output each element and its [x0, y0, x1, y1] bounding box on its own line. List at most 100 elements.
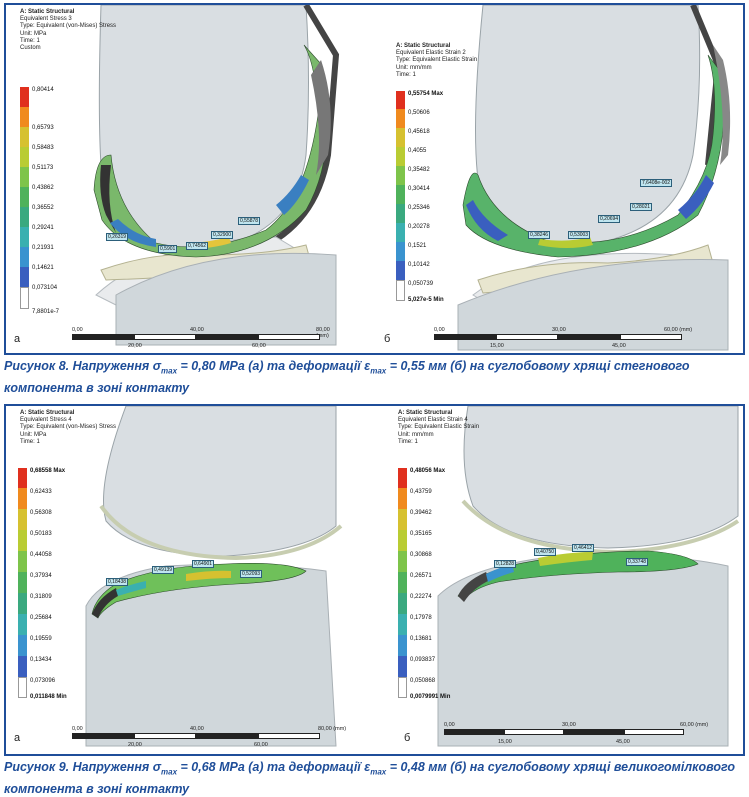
figure-9-caption: Рисунок 9. Напруження σmax = 0,68 МРа (а… — [4, 759, 745, 797]
value-callout: 0,5901 — [158, 245, 178, 253]
value-callout: 0,20694 — [598, 215, 621, 223]
legend-label: 0,56308 — [30, 510, 52, 516]
scale-tick: 0,00 — [434, 327, 445, 333]
panel-9a: A: Static Structural Equivalent Stress 4… — [6, 406, 374, 754]
legend-label: 0,050868 — [410, 678, 436, 684]
caption-subscript: max — [161, 767, 178, 777]
color-legend: 0,68558 Max 0,62433 0,56308 0,50183 0,44… — [18, 468, 78, 700]
info-line: Unit: MPa — [20, 431, 47, 438]
info-line: Type: Equivalent Elastic Strain — [396, 57, 478, 64]
info-block: A: Static Structural Equivalent Elastic … — [398, 410, 479, 446]
legend-label: 0,35482 — [408, 167, 430, 173]
legend-label: 0,37934 — [30, 573, 52, 579]
panel-letter: а — [14, 333, 21, 345]
scale-tick: 60,00 (mm) — [680, 722, 709, 728]
scale-tick: 0,00 — [444, 722, 455, 728]
legend-label: 0,30868 — [410, 552, 432, 558]
info-line: A: Static Structural — [398, 410, 453, 416]
scale-tick: 15,00 — [490, 343, 504, 349]
info-line: Unit: MPa — [20, 30, 47, 37]
legend-label: 0,51173 — [32, 165, 54, 171]
info-line: Time: 1 — [398, 438, 418, 445]
legend-label: 0,10142 — [408, 262, 430, 268]
legend-label: 5,027e-5 Min — [408, 297, 444, 303]
legend-label: 0,13681 — [410, 636, 432, 642]
legend-label: 0,093837 — [410, 657, 436, 663]
legend-label: 0,31809 — [30, 594, 52, 600]
info-line: A: Static Structural — [396, 43, 451, 49]
scale-tick: 45,00 — [616, 739, 630, 745]
legend-label: 0,050739 — [408, 281, 434, 287]
color-legend: 0,48056 Max 0,43759 0,39462 0,35165 0,30… — [398, 468, 458, 700]
value-callout: 0,52093 — [240, 570, 263, 578]
panel-8b: A: Static Structural Equivalent Elastic … — [378, 5, 746, 353]
legend-label: 0,58483 — [32, 145, 54, 151]
value-callout: 0,18438 — [106, 578, 129, 586]
legend-label: 0,62433 — [30, 489, 52, 495]
value-callout: 0,64901 — [192, 560, 215, 568]
legend-label: 0,25684 — [30, 615, 52, 621]
info-block: A: Static Structural Equivalent Stress 4… — [20, 410, 116, 446]
value-callout: 0,49139 — [152, 566, 175, 574]
scale-tick: 20,00 — [128, 742, 142, 748]
legend-label: 0,43862 — [32, 185, 54, 191]
info-line: Equivalent Stress 3 — [20, 16, 72, 23]
legend-label: 0,14621 — [32, 265, 54, 271]
legend-label: 0,65793 — [32, 125, 54, 131]
info-line: Equivalent Elastic Strain 4 — [398, 417, 468, 424]
caption-text: = 0,80 МРа (а) та деформації ε — [177, 359, 371, 373]
scale-tick: 60,00 (mm) — [664, 327, 693, 333]
color-legend: 0,80414 0,65793 0,58483 0,51173 0,43862 … — [20, 87, 80, 319]
legend-label: 0,45618 — [408, 129, 430, 135]
legend-label: 0,80414 — [32, 87, 54, 93]
legend-label: 0,26571 — [410, 573, 432, 579]
legend-label: 0,4055 — [408, 148, 427, 154]
value-callout: 0,40750 — [534, 548, 557, 556]
scale-tick: 60,00 — [254, 742, 268, 748]
value-callout: 0,32900 — [211, 231, 234, 239]
panel-letter: б — [384, 333, 391, 345]
caption-subscript: max — [370, 366, 387, 376]
value-callout: 0,46412 — [572, 544, 595, 552]
info-line: Type: Equivalent (von-Mises) Stress — [20, 23, 117, 30]
figure-8: A: Static Structural Equivalent Stress 3… — [4, 3, 745, 355]
value-callout: 0,33748 — [626, 558, 649, 566]
info-line: A: Static Structural — [20, 9, 75, 15]
scale-tick: 0,00 — [72, 327, 83, 333]
info-line: Time: 1 — [20, 37, 40, 44]
info-line: Custom — [20, 45, 41, 52]
info-line: Time: 1 — [20, 438, 40, 445]
value-callout: 0,12828 — [494, 560, 517, 568]
caption-text: Рисунок 8. Напруження σ — [4, 359, 162, 373]
color-legend: 0,55754 Max 0,50606 0,45618 0,4055 0,354… — [396, 91, 456, 305]
legend-label: 0,19559 — [30, 636, 52, 642]
caption-text: = 0,55 мм (б) на суглобовому хрящі стегн… — [4, 359, 690, 395]
scale-tick: 0,00 — [72, 726, 83, 732]
legend-label: 0,0079991 Min — [410, 694, 451, 700]
legend-label: 0,43759 — [410, 489, 432, 495]
legend-label: 0,35165 — [410, 531, 432, 537]
scale-tick: 80,00 (mm) — [318, 726, 347, 732]
scale-tick: 45,00 — [612, 343, 626, 349]
scale-bar: 0,00 30,00 60,00 (mm) 15,00 45,00 — [434, 327, 714, 351]
legend-label: 0,55754 Max — [408, 91, 444, 97]
tibia-strain-model — [437, 406, 740, 747]
legend-label: 0,13434 — [30, 657, 52, 663]
legend-label: 0,39462 — [410, 510, 432, 516]
info-line: Equivalent Elastic Strain 2 — [396, 50, 466, 57]
value-callout: 7,6408e-002 — [640, 179, 673, 187]
legend-label: 7,8801e-7 — [32, 309, 60, 315]
legend-label: 0,20278 — [408, 224, 430, 230]
legend-label: 0,50606 — [408, 110, 430, 116]
scale-bar: 0,00 40,00 80,00 (mm) 20,00 60,00 — [72, 726, 352, 750]
panel-9b: A: Static Structural Equivalent Elastic … — [378, 406, 746, 754]
panel-letter: а — [14, 732, 21, 744]
value-callout: 0,55878 — [238, 217, 261, 225]
value-callout: 0,38246 — [528, 231, 551, 239]
caption-subscript: max — [370, 767, 387, 777]
value-callout: 0,26319 — [106, 233, 129, 241]
panel-8a: A: Static Structural Equivalent Stress 3… — [6, 5, 374, 353]
legend-label: 0,44058 — [30, 552, 52, 558]
caption-subscript: max — [161, 366, 178, 376]
legend-label: 0,50183 — [30, 531, 52, 537]
